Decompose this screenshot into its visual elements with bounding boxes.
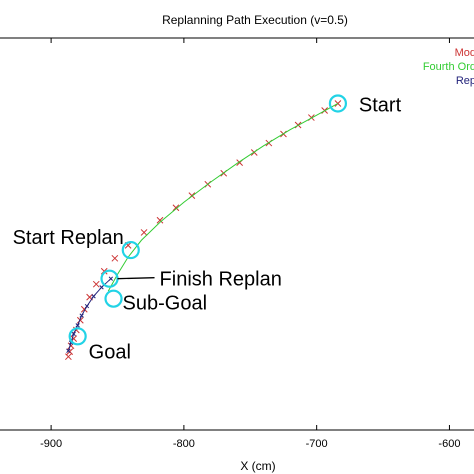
data-point — [156, 216, 164, 224]
x-axis-label: X (cm) — [240, 459, 275, 473]
data-point — [99, 285, 104, 290]
data-point — [111, 254, 119, 262]
series-line — [107, 103, 339, 292]
x-tick-label: -800 — [173, 438, 195, 450]
data-point-stroke — [66, 348, 71, 353]
data-point-stroke — [92, 280, 100, 288]
data-point — [108, 276, 114, 281]
legend-entry: Mod — [455, 47, 474, 59]
annotation-label: Start Replan — [13, 227, 124, 249]
x-tick-label: -700 — [306, 438, 328, 450]
plot-frame — [0, 37, 474, 431]
data-point-stroke — [124, 242, 132, 249]
data-point-stroke — [111, 254, 119, 262]
data-point — [100, 267, 108, 275]
data-point — [71, 331, 76, 337]
data-point-stroke — [140, 229, 148, 236]
legend-entry: Fourth Ord — [423, 61, 474, 73]
data-point-stroke — [91, 294, 96, 299]
annotation-marker — [68, 327, 87, 346]
legend-entry: Rep — [456, 75, 474, 87]
data-point — [172, 204, 180, 212]
x-tick-label: -600 — [438, 438, 460, 450]
data-point — [66, 348, 71, 353]
data-point-stroke — [172, 204, 180, 212]
annotation-label: Goal — [89, 341, 131, 363]
data-point-stroke — [100, 267, 108, 275]
data-point-stroke — [99, 285, 104, 290]
data-point-stroke — [86, 293, 93, 301]
axes: -900 -800 -700 -600 — [0, 37, 474, 450]
data-point-stroke — [108, 276, 114, 281]
annotation-marker — [104, 289, 123, 308]
annotation-label: Sub-Goal — [123, 293, 207, 315]
data-point-stroke — [76, 316, 84, 324]
chart-title: Replanning Path Execution (v=0.5) — [162, 13, 348, 27]
data-point — [84, 303, 90, 309]
annotation-label: Finish Replan — [160, 269, 282, 291]
legend: Mod Fourth Ord Rep — [423, 47, 474, 87]
data-point-stroke — [65, 353, 72, 361]
annotation-marker — [121, 240, 140, 260]
data-point — [91, 294, 96, 299]
data-point — [79, 313, 84, 318]
data-point-stroke — [156, 216, 164, 224]
annotation-leader — [117, 277, 155, 280]
data-point — [140, 229, 148, 236]
data-point-stroke — [84, 303, 90, 309]
data-point — [76, 316, 84, 324]
data-point — [75, 323, 80, 328]
data-point-stroke — [75, 323, 80, 328]
series-layer — [65, 100, 342, 361]
annotation-marker — [328, 94, 348, 113]
data-point — [65, 353, 72, 361]
x-tick-label: -900 — [40, 438, 62, 450]
data-point-stroke — [71, 331, 76, 337]
annotation-label: Start — [359, 94, 402, 116]
data-point — [92, 280, 100, 288]
data-point-stroke — [79, 313, 84, 318]
